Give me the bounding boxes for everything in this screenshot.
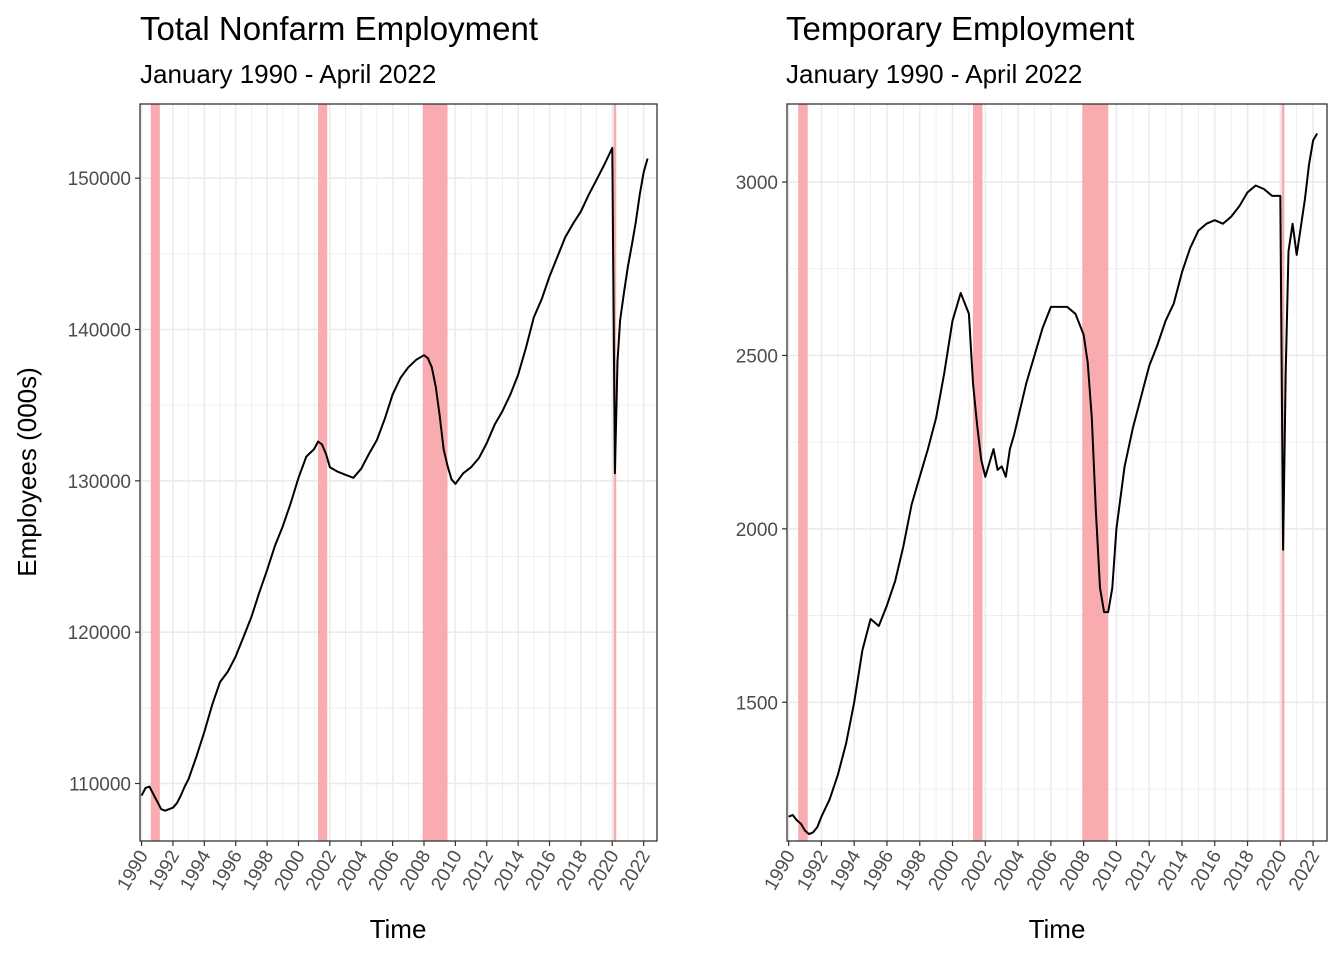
- x-tick-label: 2002: [957, 847, 996, 894]
- x-tick-label: 2012: [459, 847, 498, 894]
- x-tick-label: 2016: [522, 847, 561, 894]
- plot-area: 1100001200001300001400001500001990199219…: [68, 103, 658, 894]
- x-tick-label: 2012: [1121, 847, 1160, 894]
- y-tick-label: 120000: [68, 623, 131, 644]
- plot-area: 1500200025003000199019921994199619982000…: [736, 103, 1328, 894]
- recession-band: [973, 104, 983, 841]
- panel-border: [786, 103, 1328, 842]
- recession-band: [1082, 104, 1109, 841]
- x-tick-label: 2016: [1187, 847, 1226, 894]
- x-tick-label: 1990: [114, 847, 153, 894]
- x-tick-label: 2018: [553, 847, 592, 894]
- x-tick-label: 2006: [365, 847, 404, 894]
- x-tick-label: 2022: [1285, 847, 1324, 894]
- recession-band: [798, 104, 808, 841]
- panel-border: [139, 103, 658, 842]
- x-tick-label: 1992: [145, 847, 184, 894]
- x-tick-label: 1996: [859, 847, 898, 894]
- series-line: [788, 132, 1319, 836]
- x-tick-label: 1996: [208, 847, 247, 894]
- x-tick-label: 2008: [396, 847, 435, 894]
- y-axis-label: Employees (000s): [12, 367, 42, 577]
- y-tick-label: 140000: [68, 320, 131, 341]
- y-tick-label: 150000: [68, 169, 131, 190]
- recession-band: [422, 104, 448, 841]
- x-axis-label: Time: [370, 914, 427, 944]
- x-tick-label: 2002: [302, 847, 341, 894]
- x-tick-label: 2014: [490, 847, 530, 894]
- x-tick-label: 1992: [793, 847, 832, 894]
- x-tick-label: 1990: [761, 847, 800, 894]
- y-tick-label: 110000: [69, 774, 131, 795]
- y-tick-label: 2000: [736, 520, 778, 541]
- x-tick-label: 2006: [1023, 847, 1062, 894]
- x-tick-label: 2018: [1220, 847, 1259, 894]
- x-tick-label: 2020: [584, 847, 623, 894]
- x-axis-label: Time: [1029, 914, 1086, 944]
- x-tick-label: 2022: [616, 847, 655, 894]
- x-tick-label: 1998: [892, 847, 931, 894]
- chart-subtitle: January 1990 - April 2022: [140, 59, 436, 89]
- recession-band: [318, 104, 328, 841]
- x-tick-label: 1994: [826, 847, 866, 894]
- series-line: [140, 146, 649, 812]
- y-tick-label: 3000: [736, 173, 778, 194]
- x-tick-label: 2014: [1154, 847, 1194, 894]
- x-tick-label: 2020: [1252, 847, 1291, 894]
- plot-background: [787, 104, 1327, 841]
- chart-subtitle: January 1990 - April 2022: [786, 59, 1082, 89]
- x-tick-label: 2004: [333, 847, 373, 894]
- x-tick-label: 1998: [239, 847, 278, 894]
- x-tick-label: 2000: [270, 847, 309, 894]
- x-tick-label: 2010: [1088, 847, 1127, 894]
- total-nonfarm-chart: Total Nonfarm Employment January 1990 - …: [12, 10, 658, 944]
- recession-band: [150, 104, 160, 841]
- x-tick-label: 1994: [176, 847, 216, 894]
- y-tick-label: 130000: [68, 472, 131, 493]
- y-tick-label: 1500: [736, 693, 778, 714]
- chart-title: Temporary Employment: [786, 10, 1134, 47]
- x-tick-label: 2010: [427, 847, 466, 894]
- chart-title: Total Nonfarm Employment: [140, 10, 538, 47]
- x-tick-label: 2004: [990, 847, 1030, 894]
- x-tick-label: 2008: [1056, 847, 1095, 894]
- y-tick-label: 2500: [736, 346, 778, 367]
- x-tick-label: 2000: [925, 847, 964, 894]
- temporary-employment-chart: Temporary Employment January 1990 - Apri…: [736, 10, 1328, 944]
